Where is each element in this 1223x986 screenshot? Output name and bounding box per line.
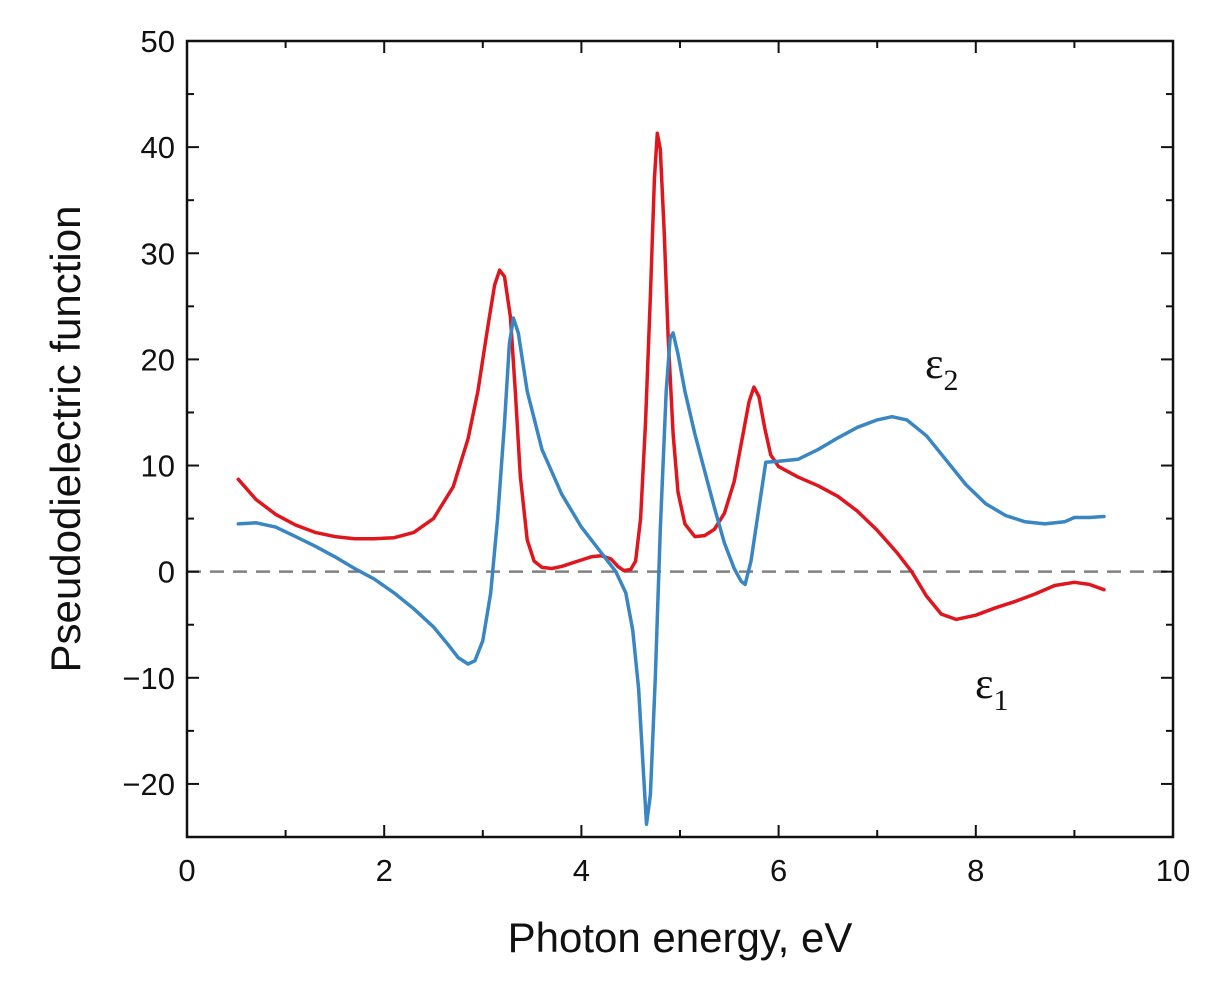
y-axis-title: Pseudodielectric function [42,206,89,673]
y-tick-label: 0 [158,555,175,590]
y-tick-label: 10 [141,449,175,484]
x-axis-title: Photon energy, eV [508,914,853,961]
series-label-epsilon-2-subscript: 2 [943,364,958,397]
axis-ticks-layer [186,40,1174,837]
plot-frame [185,39,1175,839]
axis-labels-layer: 0 2 4 6 8 10 −20 −10 0 10 20 30 40 50 [122,24,1190,888]
series-layer [236,131,1106,827]
series-label-epsilon-2: ε2 [925,339,958,397]
series-label-epsilon-1-symbol: ε [975,659,993,708]
y-tick-label: 50 [141,24,175,59]
series-label-epsilon-1: ε1 [975,659,1008,717]
y-tick-label: −20 [122,767,175,802]
series-label-epsilon-1-subscript: 1 [993,684,1008,717]
y-tick-label: 40 [141,130,175,165]
y-tick-label: 20 [141,342,175,377]
x-tick-label: 10 [1156,853,1190,888]
series-label-epsilon-2-symbol: ε [925,339,943,388]
x-tick-label: 2 [376,853,393,888]
x-tick-label: 4 [573,853,590,888]
x-tick-label: 8 [967,853,984,888]
y-tick-label: 30 [141,236,175,271]
x-tick-label: 0 [178,853,195,888]
series-line-epsilon-2 [236,316,1106,827]
y-tick-label: −10 [122,661,175,696]
series-line-epsilon-1 [236,131,1106,622]
x-tick-label: 6 [770,853,787,888]
